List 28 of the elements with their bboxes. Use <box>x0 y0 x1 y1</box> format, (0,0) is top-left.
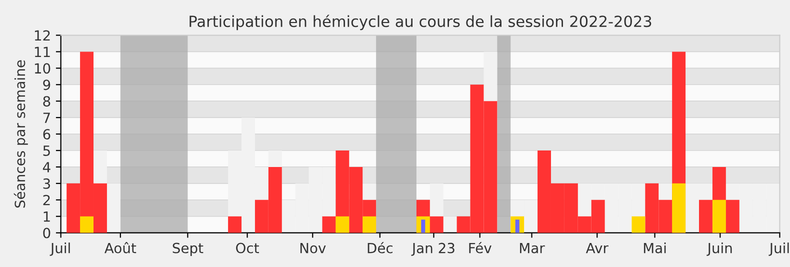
y-tick-label: 12 <box>34 30 50 41</box>
y-tick-label: 9 <box>43 80 50 90</box>
y-tick-label: 8 <box>43 96 50 107</box>
y-tick-label: 2 <box>43 194 50 206</box>
chart-title: Participation en hémicycle au cours de la session 2022-2023 <box>190 14 652 30</box>
x-tick-label: Oct <box>236 242 259 254</box>
x-tick-label: Juin <box>706 242 732 256</box>
x-tick-label: Nov <box>300 242 326 254</box>
y-tick-label: 0 <box>43 228 50 238</box>
x-tick-label: Août <box>104 242 136 254</box>
x-tick-label: Déc <box>368 242 392 254</box>
y-tick-label: 11 <box>34 46 50 57</box>
x-tick-label: Juil <box>768 242 789 256</box>
y-tick-label: 7 <box>43 112 50 123</box>
y-tick-label: 5 <box>43 146 50 156</box>
x-tick-label: Jan 23 <box>411 242 454 256</box>
y-tick-label: 4 <box>42 162 50 172</box>
x-tick-label: Juil <box>50 242 70 256</box>
x-tick-label: Mai <box>644 242 666 254</box>
x-tick-label: Sept <box>172 242 204 256</box>
x-tick-label: Avr <box>586 242 608 254</box>
y-axis-title: Séances par semaine <box>14 60 28 208</box>
y-tick-label: 10 <box>34 63 50 74</box>
y-tick-label: 6 <box>43 129 50 140</box>
y-tick-label: 3 <box>43 178 50 189</box>
x-tick-label: Mar <box>520 242 545 254</box>
x-tick-label: Fév <box>469 242 492 254</box>
y-tick-label: 1 <box>44 212 50 222</box>
